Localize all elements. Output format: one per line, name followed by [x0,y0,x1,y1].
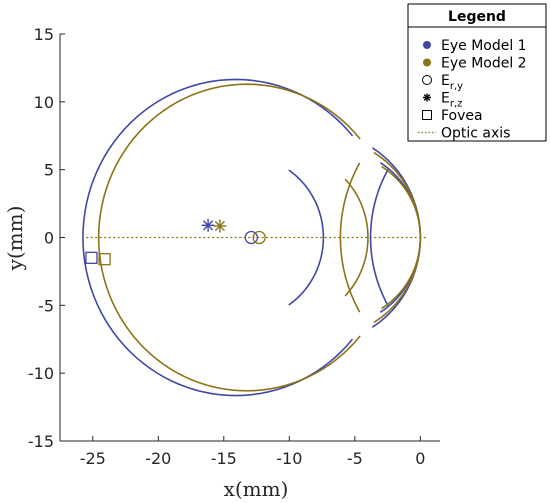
axes: -25 -20 -15 -10 -5 0 -15 -10 -5 0 5 10 15 [28,25,440,468]
plot-area [82,78,427,397]
x-tick-label: -10 [276,449,302,468]
legend-symbol-open-square [422,110,432,120]
y-tick-label: -5 [38,296,54,315]
model2-asterisk-marker [213,219,227,233]
legend: Legend Eye Model 1 Eye Model 2Er,yEr,zFov… [407,3,547,142]
legend-symbol-filled-circle [423,58,431,67]
model1-circle-marker [244,230,258,245]
y-tick-label: -10 [28,364,54,383]
legend-symbol-open-circle [422,75,432,85]
y-tick-label: 5 [44,161,54,180]
x-axis-label: x(mm) [224,477,289,501]
legend-label: Optic axis [441,126,510,142]
y-tick-label: 10 [34,93,54,112]
model1-asterisk-marker [201,218,215,232]
model2-asterisk-marker-stroke [214,220,225,232]
model1-asterisk-marker-stroke [202,220,214,231]
model1-retina-arc [82,78,354,397]
model1-cornea-posterior-arc [379,162,422,313]
y-tick-label: -15 [28,432,54,451]
model2-circle-marker [252,230,266,245]
model1-square-marker [85,251,98,265]
x-tick-label: -5 [347,449,363,468]
model1-lens-anterior-arc [369,168,389,307]
model2-retina-arc [97,83,361,392]
legend-label: Er,y [441,73,463,92]
model2-lens-posterior-arc [344,178,369,297]
model2-cornea-posterior-arc [381,165,422,310]
legend-symbol-asterisk-stroke [423,94,431,101]
legend-symbol-asterisk [423,93,431,102]
legend-title: Legend [448,9,506,25]
legend-symbol-filled-circle [423,41,431,49]
y-axis-label: y(mm) [3,206,27,272]
x-tick-label: 0 [415,449,425,468]
y-tick-label: 0 [44,229,54,248]
model1-lens-posterior-arc [288,169,325,306]
legend-label: Eye Model 1 [441,38,527,54]
y-tick-label: 15 [34,25,54,44]
legend-label: Er,z [441,91,462,110]
model2-lens-anterior-arc [339,162,361,313]
legend-label: Fovea [441,108,483,124]
x-tick-label: -20 [145,449,171,468]
model2-square-marker [98,253,111,266]
x-tick-label: -15 [211,449,237,468]
legend-label: Eye Model 2 [441,56,527,72]
x-tick-label: -25 [80,449,106,468]
